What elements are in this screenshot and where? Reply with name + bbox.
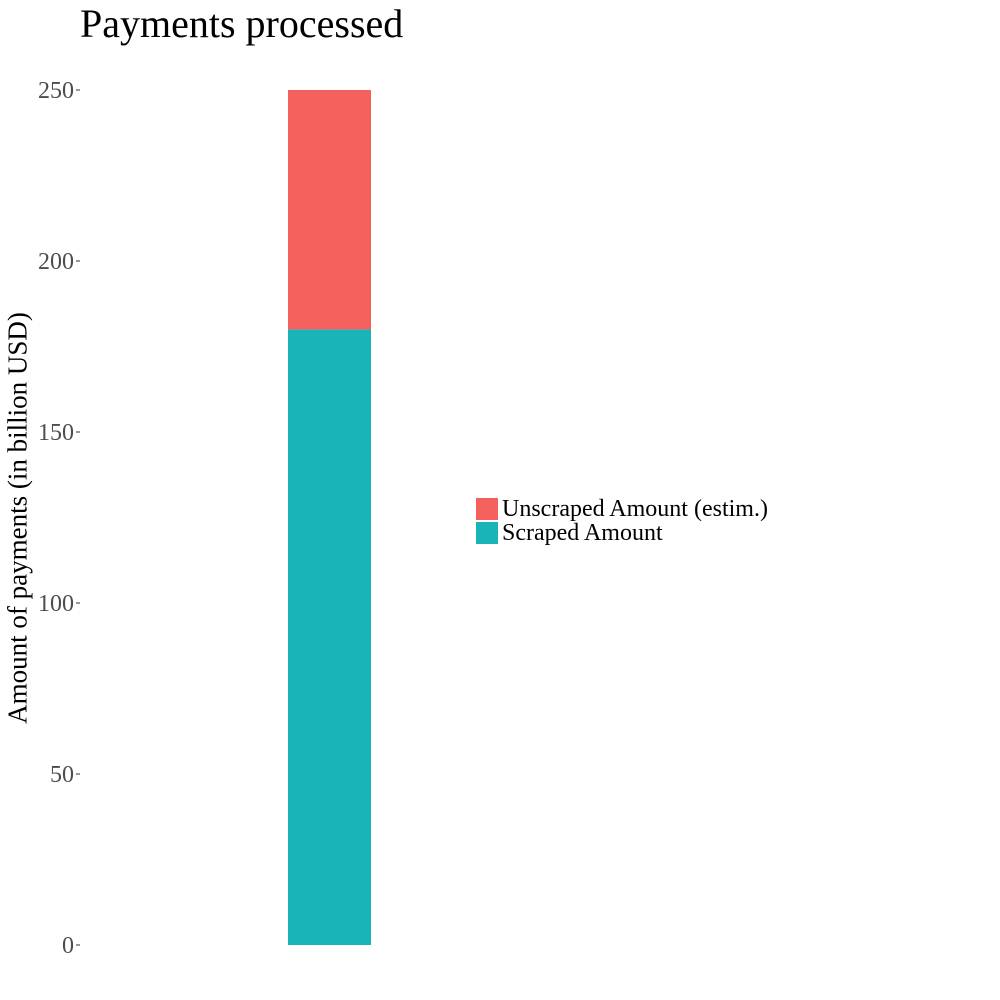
y-tick-label: 250 (38, 78, 74, 104)
legend-label-unscraped: Unscraped Amount (estim.) (502, 496, 768, 522)
legend: Unscraped Amount (estim.) Scraped Amount (476, 497, 768, 545)
y-tick-label: 100 (38, 591, 74, 617)
legend-item-unscraped: Unscraped Amount (estim.) (476, 497, 768, 521)
y-tick-label: 200 (38, 249, 74, 275)
y-tick-label: 0 (62, 933, 74, 959)
bar-segment-scraped-amount (288, 329, 371, 945)
chart-title: Payments processed (80, 1, 404, 46)
legend-label-scraped: Scraped Amount (502, 520, 663, 546)
legend-swatch-scraped (476, 522, 498, 544)
bar-segment-unscraped-amount-estim (288, 90, 371, 330)
y-tick-label: 50 (50, 762, 74, 788)
legend-swatch-unscraped (476, 498, 498, 520)
legend-item-scraped: Scraped Amount (476, 521, 768, 545)
y-tick-label: 150 (38, 420, 74, 446)
